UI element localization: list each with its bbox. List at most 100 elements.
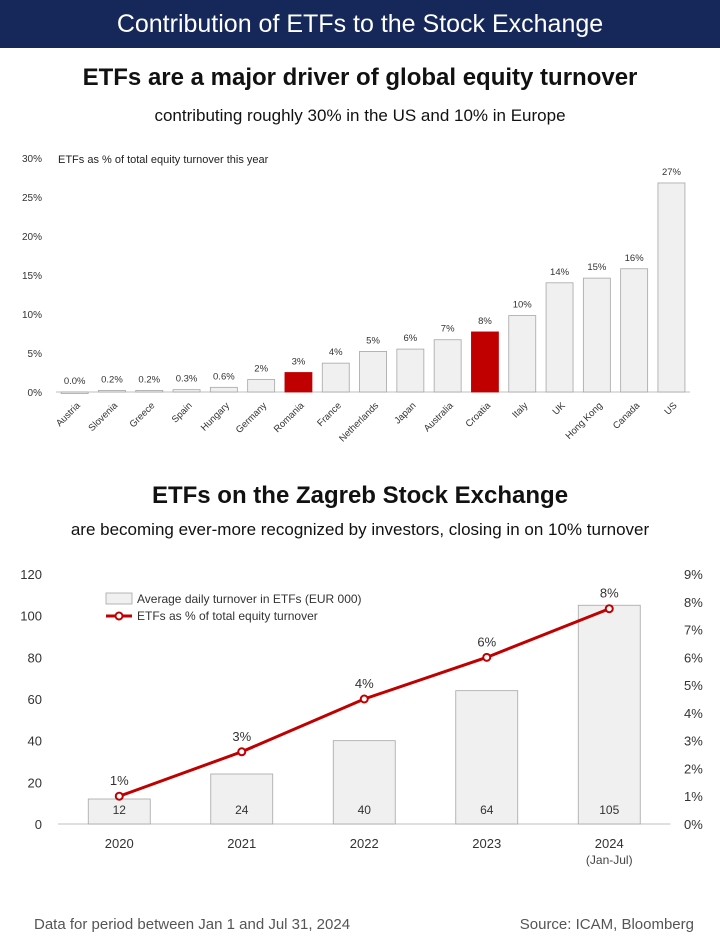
bar-slovenia bbox=[98, 390, 126, 393]
right-y-tick-label: 1% bbox=[684, 789, 703, 804]
y-tick-label: 0% bbox=[28, 388, 43, 399]
line-point bbox=[482, 652, 492, 662]
bar-2022 bbox=[332, 740, 396, 825]
legend-bar-label: Average daily turnover in ETFs (EUR 000) bbox=[137, 592, 362, 606]
bar-australia bbox=[433, 339, 462, 393]
x-tick-label: 2022 bbox=[350, 836, 379, 851]
y-tick-label: 20% bbox=[22, 232, 42, 243]
legend-line-label: ETFs as % of total equity turnover bbox=[137, 609, 318, 623]
data-label: 14% bbox=[550, 267, 570, 278]
data-label: 27% bbox=[662, 167, 682, 178]
country-etf-bar-chart: 0% 5% 10% 15% 20% 25% 30% ETFs as % of total eq… bbox=[22, 154, 691, 444]
left-y-tick-label: 20 bbox=[28, 775, 42, 790]
x-tick-label: Netherlands bbox=[337, 400, 381, 444]
bar-romania bbox=[284, 372, 313, 393]
x-tick-label: Slovenia bbox=[87, 400, 121, 434]
x-tick-label: France bbox=[315, 400, 344, 429]
x-tick-label: 2023 bbox=[472, 836, 501, 851]
header-banner: Contribution of ETFs to the Stock Exchan… bbox=[0, 0, 720, 48]
x-tick-label: Austria bbox=[54, 400, 83, 429]
zse-etf-combo-chart: 0 20 40 60 80 100 120 0% 1% 2% 3% 4% 5% 6% 7% 8% 9% 12 202… bbox=[20, 567, 703, 867]
x-tick-label: Germany bbox=[234, 400, 270, 436]
x-tick-sublabel: (Jan-Jul) bbox=[586, 853, 633, 867]
bar-netherlands bbox=[359, 351, 387, 393]
x-tick-label: Greece bbox=[128, 400, 158, 430]
page-title: Contribution of ETFs to the Stock Exchan… bbox=[116, 10, 604, 38]
line-point bbox=[604, 604, 614, 614]
x-tick-label: 2020 bbox=[105, 836, 134, 851]
left-y-tick-label: 40 bbox=[28, 734, 42, 749]
x-tick-label: Spain bbox=[170, 400, 195, 425]
bar-japan bbox=[396, 348, 425, 393]
data-label: 3% bbox=[292, 357, 306, 368]
section2-title: ETFs on the Zagreb Stock Exchange bbox=[151, 482, 569, 509]
line-value-label: 6% bbox=[477, 634, 496, 649]
x-tick-label: Hong Kong bbox=[564, 400, 605, 441]
right-y-tick-label: 4% bbox=[684, 706, 703, 721]
y-tick-label: 30% bbox=[22, 154, 42, 165]
chart-title: ETFs as % of total equity turnover this … bbox=[58, 154, 269, 166]
data-label: 7% bbox=[441, 324, 455, 335]
bar-2020 bbox=[87, 798, 151, 825]
bar-hong-kong bbox=[582, 277, 611, 393]
left-y-tick-label: 60 bbox=[28, 692, 42, 707]
bar-greece bbox=[135, 390, 164, 393]
x-tick-label: 2021 bbox=[227, 836, 256, 851]
data-label: 0.0% bbox=[64, 376, 86, 387]
right-y-tick-label: 2% bbox=[684, 761, 703, 776]
y-tick-label: 15% bbox=[22, 271, 42, 282]
footer-source: Source: ICAM, Bloomberg bbox=[519, 916, 694, 933]
left-y-tick-label: 80 bbox=[28, 650, 42, 665]
right-y-tick-label: 8% bbox=[684, 595, 703, 610]
bar-france bbox=[321, 362, 350, 393]
line-point bbox=[114, 791, 124, 801]
bar-value-label: 12 bbox=[113, 803, 127, 817]
data-label: 0.2% bbox=[101, 374, 123, 385]
left-y-tick-label: 100 bbox=[20, 609, 42, 624]
left-y-tick-label: 0 bbox=[35, 817, 42, 832]
data-label: 8% bbox=[478, 316, 492, 327]
bar-value-label: 64 bbox=[480, 803, 494, 817]
left-y-tick-label: 120 bbox=[20, 567, 42, 582]
x-tick-label: Japan bbox=[392, 400, 418, 426]
x-tick-label: Australia bbox=[422, 400, 456, 434]
line-point bbox=[237, 747, 247, 757]
right-y-tick-label: 0% bbox=[684, 817, 703, 832]
bar-value-label: 24 bbox=[235, 803, 249, 817]
x-tick-label: Romania bbox=[272, 400, 307, 435]
y-tick-label: 25% bbox=[22, 193, 42, 204]
data-label: 2% bbox=[254, 364, 268, 375]
x-tick-label: 2024 bbox=[595, 836, 624, 851]
data-label: 16% bbox=[625, 253, 645, 264]
data-label: 0.2% bbox=[138, 374, 160, 385]
bar-2021 bbox=[210, 773, 274, 825]
footer-note: Data for period between Jan 1 and Jul 31… bbox=[34, 916, 351, 933]
bar-value-label: 40 bbox=[358, 803, 372, 817]
right-y-tick-label: 5% bbox=[684, 678, 703, 693]
data-label: 5% bbox=[366, 335, 380, 346]
x-tick-label: Italy bbox=[510, 400, 530, 420]
y-tick-label: 10% bbox=[22, 310, 42, 321]
bar-2023 bbox=[455, 690, 519, 825]
bar-spain bbox=[172, 389, 201, 393]
x-tick-label: Canada bbox=[611, 400, 643, 432]
bar-canada bbox=[620, 268, 649, 393]
line-value-label: 8% bbox=[600, 586, 619, 601]
x-tick-label: UK bbox=[551, 400, 569, 418]
line-point bbox=[359, 694, 369, 704]
y-tick-label: 5% bbox=[28, 349, 43, 360]
bar-italy bbox=[508, 315, 537, 393]
line-value-label: 4% bbox=[355, 676, 374, 691]
x-tick-label: Croatia bbox=[464, 400, 494, 430]
right-y-tick-label: 7% bbox=[684, 623, 703, 638]
right-y-tick-label: 6% bbox=[684, 650, 703, 665]
bar-hungary bbox=[209, 386, 238, 393]
section2-subtitle: are becoming ever-more recognized by inv… bbox=[70, 520, 650, 539]
data-label: 0.6% bbox=[213, 371, 235, 382]
legend-line-marker bbox=[114, 611, 124, 621]
bar-us bbox=[657, 182, 686, 393]
data-label: 0.3% bbox=[176, 374, 198, 385]
bar-uk bbox=[545, 282, 574, 393]
bar-germany bbox=[247, 379, 276, 393]
bar-austria bbox=[60, 391, 89, 394]
